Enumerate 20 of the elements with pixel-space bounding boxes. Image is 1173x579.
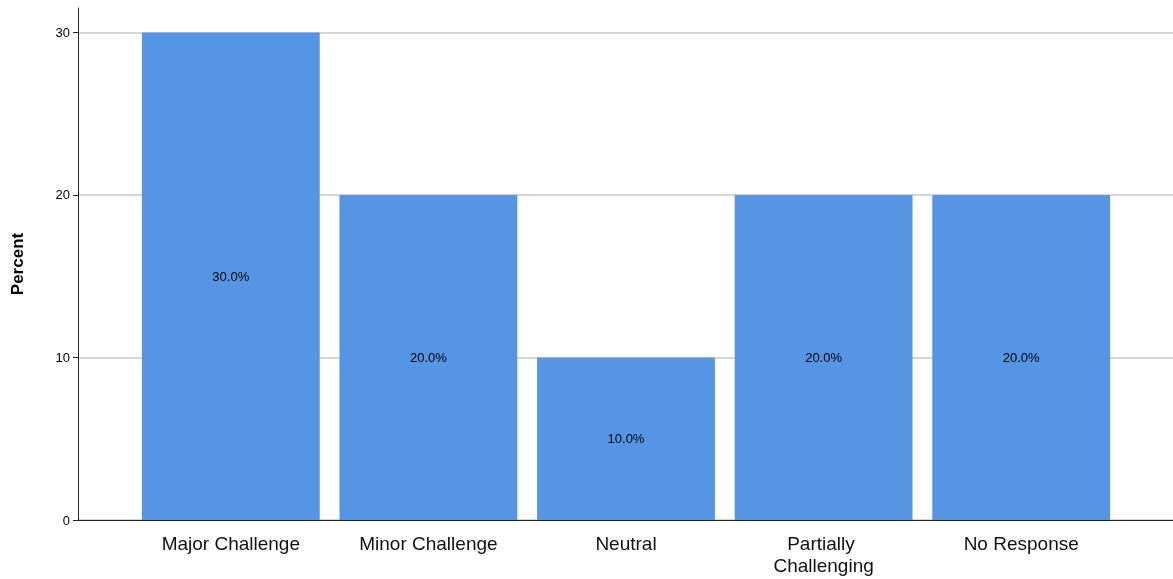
data-label: 30.0%: [212, 268, 250, 284]
x-tick-label: Partially Challenging: [773, 532, 874, 576]
bar: [537, 357, 715, 520]
y-tick-label: 30: [55, 24, 70, 40]
x-tick-label: Major Challenge: [161, 532, 300, 554]
y-tick-label: 0: [62, 512, 70, 528]
x-tick-label: No Response: [963, 532, 1079, 554]
data-label: 10.0%: [607, 431, 645, 447]
data-label: 20.0%: [409, 349, 448, 365]
x-tick-label: Minor Challenge: [359, 532, 498, 554]
x-tick-label: Neutral: [595, 532, 657, 554]
bar: [932, 194, 1111, 520]
bar: [141, 32, 320, 520]
y-axis-title: Percent: [8, 232, 27, 296]
y-tick-label: 10: [55, 349, 70, 365]
bar: [734, 194, 913, 520]
bar: [339, 194, 518, 520]
data-label: 20.0%: [805, 349, 843, 365]
data-label: 20.0%: [1002, 349, 1041, 365]
y-tick-label: 20: [55, 187, 70, 203]
